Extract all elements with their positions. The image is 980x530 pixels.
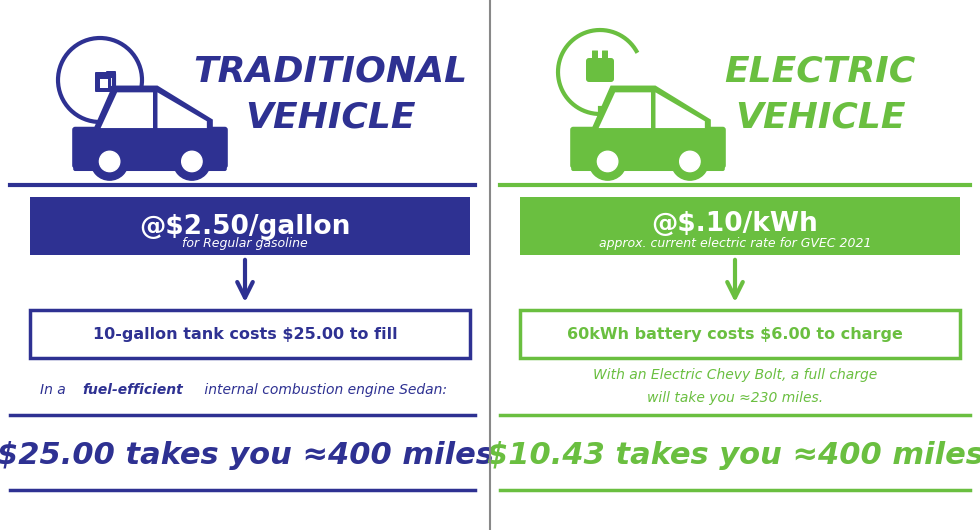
FancyBboxPatch shape	[95, 72, 111, 92]
Polygon shape	[656, 92, 705, 128]
Text: ELECTRIC: ELECTRIC	[724, 55, 915, 89]
Text: @$2.50/gallon: @$2.50/gallon	[139, 214, 351, 240]
Text: @$.10/kWh: @$.10/kWh	[652, 211, 818, 237]
Circle shape	[671, 143, 709, 180]
Text: 10-gallon tank costs $25.00 to fill: 10-gallon tank costs $25.00 to fill	[93, 326, 397, 341]
Text: 60kWh battery costs $6.00 to charge: 60kWh battery costs $6.00 to charge	[567, 326, 903, 341]
FancyBboxPatch shape	[30, 310, 470, 358]
Polygon shape	[158, 92, 207, 128]
Circle shape	[181, 151, 202, 172]
Text: internal combustion engine Sedan:: internal combustion engine Sedan:	[200, 383, 447, 397]
Text: $10.43 takes you ≈400 miles: $10.43 takes you ≈400 miles	[486, 440, 980, 470]
Circle shape	[99, 151, 120, 172]
FancyBboxPatch shape	[570, 127, 726, 169]
Text: In a: In a	[40, 383, 71, 397]
FancyBboxPatch shape	[30, 197, 470, 255]
Polygon shape	[591, 85, 710, 130]
FancyBboxPatch shape	[520, 197, 960, 255]
Text: for Regular gasoline: for Regular gasoline	[182, 237, 308, 251]
Polygon shape	[93, 85, 213, 130]
FancyBboxPatch shape	[106, 71, 116, 78]
FancyBboxPatch shape	[73, 127, 227, 169]
Text: With an Electric Chevy Bolt, a full charge: With an Electric Chevy Bolt, a full char…	[593, 368, 877, 382]
Polygon shape	[101, 92, 153, 128]
FancyBboxPatch shape	[592, 50, 598, 61]
Text: VEHICLE: VEHICLE	[735, 100, 906, 134]
FancyBboxPatch shape	[100, 78, 108, 87]
Text: approx. current electric rate for GVEC 2021: approx. current electric rate for GVEC 2…	[599, 237, 871, 251]
FancyBboxPatch shape	[520, 310, 960, 358]
Text: TRADITIONAL: TRADITIONAL	[193, 55, 467, 89]
Polygon shape	[599, 92, 651, 128]
FancyBboxPatch shape	[586, 58, 614, 82]
FancyBboxPatch shape	[571, 147, 725, 171]
Circle shape	[91, 143, 128, 180]
Circle shape	[173, 143, 211, 180]
Circle shape	[680, 151, 700, 172]
Text: $25.00 takes you ≈400 miles: $25.00 takes you ≈400 miles	[0, 440, 494, 470]
Text: fuel-efficient: fuel-efficient	[82, 383, 182, 397]
FancyBboxPatch shape	[602, 50, 608, 61]
Circle shape	[589, 143, 626, 180]
Text: VEHICLE: VEHICLE	[245, 100, 416, 134]
Text: will take you ≈230 miles.: will take you ≈230 miles.	[647, 391, 823, 405]
FancyBboxPatch shape	[74, 147, 226, 171]
Circle shape	[598, 151, 617, 172]
